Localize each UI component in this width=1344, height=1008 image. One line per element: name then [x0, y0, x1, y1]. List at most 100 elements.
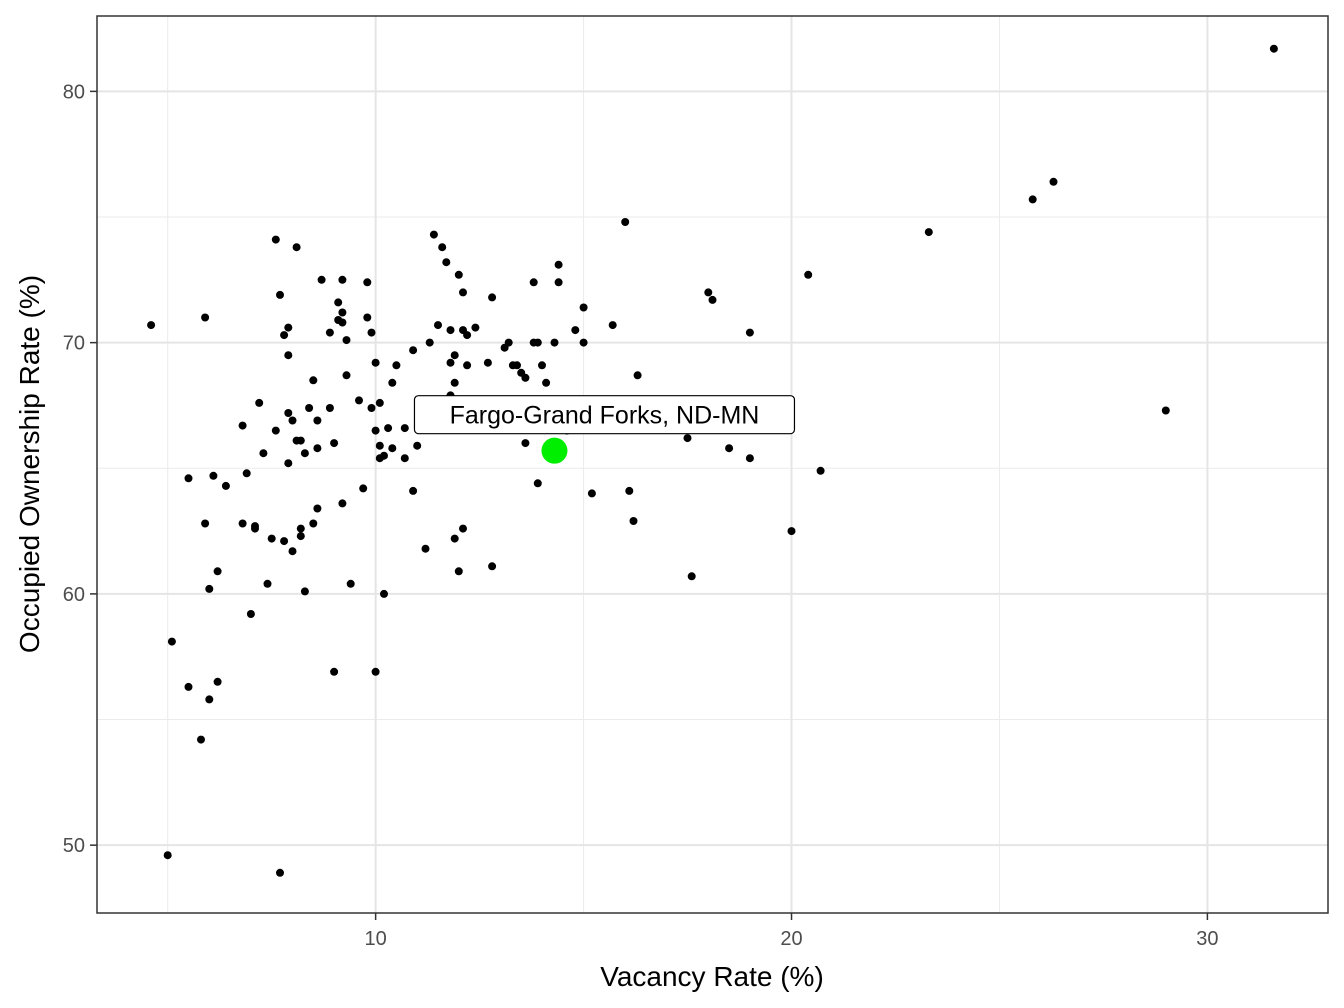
data-point — [284, 351, 293, 360]
data-point — [263, 579, 272, 588]
data-point — [284, 409, 293, 417]
data-point — [529, 278, 538, 287]
data-point — [400, 454, 409, 463]
data-point — [388, 378, 397, 387]
data-point — [521, 439, 530, 448]
data-point — [280, 331, 289, 340]
data-point — [184, 474, 193, 483]
data-point — [313, 504, 322, 513]
data-point — [708, 295, 717, 304]
data-point — [296, 436, 305, 445]
data-point — [421, 544, 430, 553]
y-axis-title: Occupied Ownership Rate (%) — [14, 275, 45, 653]
data-point — [313, 444, 322, 453]
data-point — [221, 481, 230, 490]
data-point — [571, 326, 580, 335]
data-point — [488, 562, 497, 571]
data-point — [388, 444, 397, 453]
data-point — [459, 524, 467, 533]
data-point — [425, 338, 434, 347]
data-point — [334, 298, 343, 307]
data-point — [330, 439, 339, 448]
data-point — [309, 519, 318, 528]
data-point — [450, 378, 459, 387]
data-point — [296, 532, 305, 541]
data-point — [197, 735, 205, 744]
data-point — [325, 404, 334, 412]
data-point — [380, 589, 388, 598]
data-point — [442, 258, 451, 267]
data-point — [167, 637, 176, 646]
data-point — [300, 587, 309, 596]
data-point — [363, 313, 372, 322]
data-point — [367, 328, 376, 337]
data-point — [355, 396, 363, 405]
data-point — [288, 547, 297, 556]
data-point — [579, 338, 588, 347]
data-point — [259, 449, 268, 458]
data-point — [1269, 44, 1278, 53]
data-point — [313, 416, 322, 425]
data-points — [147, 44, 1278, 877]
highlight-label: Fargo-Grand Forks, ND-MN — [450, 402, 760, 430]
data-point — [267, 534, 276, 543]
data-point — [380, 451, 388, 460]
data-point — [633, 371, 642, 380]
data-point — [704, 288, 713, 297]
data-point — [201, 313, 210, 322]
data-point — [205, 695, 214, 704]
data-point — [338, 308, 347, 317]
data-point — [787, 527, 796, 536]
data-point — [284, 459, 293, 468]
x-tick-label: 10 — [365, 928, 387, 950]
data-point — [521, 373, 530, 382]
data-point — [205, 584, 214, 593]
data-point — [338, 318, 347, 327]
highlight-point — [541, 437, 568, 464]
data-point — [342, 336, 351, 345]
data-point — [745, 328, 754, 337]
data-point — [284, 323, 293, 332]
data-point — [450, 351, 459, 360]
data-point — [338, 275, 347, 284]
data-point — [363, 278, 372, 287]
data-point — [621, 218, 630, 226]
data-point — [625, 486, 634, 495]
data-point — [409, 346, 418, 355]
data-point — [745, 454, 754, 463]
data-point — [429, 230, 438, 239]
data-point — [538, 361, 546, 370]
data-point — [725, 444, 734, 453]
data-point — [683, 434, 692, 443]
data-point — [309, 376, 318, 385]
data-point — [296, 524, 305, 533]
data-point — [371, 358, 380, 367]
data-point — [209, 471, 218, 480]
data-point — [533, 338, 542, 347]
data-point — [163, 851, 172, 860]
data-point — [238, 519, 247, 528]
data-point — [446, 358, 455, 367]
data-point — [305, 404, 314, 412]
data-point — [446, 326, 455, 335]
data-point — [276, 290, 284, 299]
panel-background — [97, 16, 1328, 913]
data-point — [238, 421, 247, 430]
data-point — [338, 499, 347, 508]
panel-border — [96, 15, 1329, 914]
x-axis-title: Vacancy Rate (%) — [600, 961, 824, 992]
data-point — [1049, 177, 1058, 186]
y-tick-label: 60 — [63, 584, 85, 606]
data-point — [280, 537, 289, 546]
data-point — [579, 303, 588, 312]
data-point — [342, 371, 351, 380]
data-point — [242, 469, 251, 478]
y-tick-label: 50 — [63, 835, 85, 857]
data-point — [300, 449, 309, 458]
data-point — [184, 682, 193, 691]
data-point — [629, 517, 638, 525]
data-point — [375, 441, 384, 450]
data-point — [471, 323, 480, 332]
data-point — [554, 278, 563, 287]
data-point — [687, 572, 696, 581]
